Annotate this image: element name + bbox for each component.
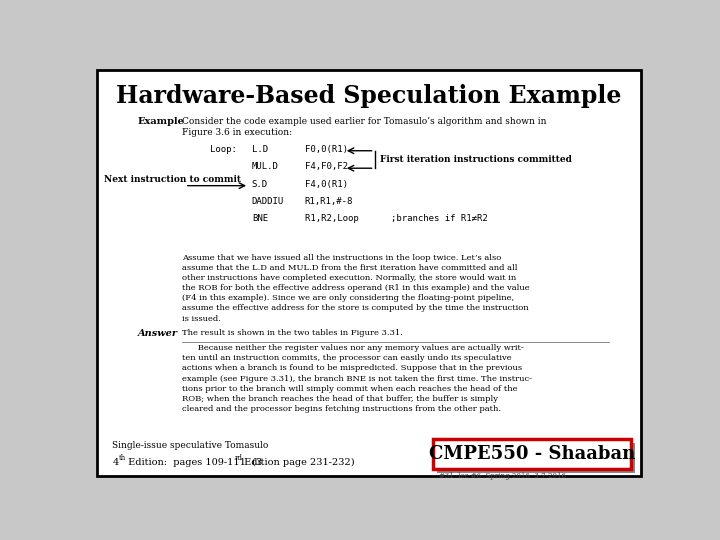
Text: Answer: Answer bbox=[138, 329, 177, 338]
Text: Example: Example bbox=[138, 117, 184, 126]
Text: S.D: S.D bbox=[252, 180, 268, 188]
Text: Loop:: Loop: bbox=[210, 145, 237, 154]
Text: Hardware-Based Speculation Example: Hardware-Based Speculation Example bbox=[117, 84, 621, 107]
Text: Edition page 231-232): Edition page 231-232) bbox=[240, 458, 354, 467]
Text: MUL.D: MUL.D bbox=[252, 162, 279, 171]
Text: First iteration instructions committed: First iteration instructions committed bbox=[380, 155, 572, 164]
Text: Assume that we have issued all the instructions in the loop twice. Let’s also
as: Assume that we have issued all the instr… bbox=[182, 254, 530, 322]
Text: CMPE550 - Shaaban: CMPE550 - Shaaban bbox=[429, 445, 635, 463]
Text: DADDIU: DADDIU bbox=[252, 197, 284, 206]
Text: F4,F0,F2: F4,F0,F2 bbox=[305, 162, 348, 171]
Text: F0,0(R1): F0,0(R1) bbox=[305, 145, 348, 154]
Text: th: th bbox=[119, 454, 126, 462]
Text: F4,0(R1): F4,0(R1) bbox=[305, 180, 348, 188]
FancyBboxPatch shape bbox=[437, 443, 635, 473]
Text: R1,R1,#-8: R1,R1,#-8 bbox=[305, 197, 354, 206]
FancyBboxPatch shape bbox=[433, 439, 631, 469]
Text: BNE: BNE bbox=[252, 214, 268, 224]
Text: Consider the code example used earlier for Tomasulo’s algorithm and shown in
Fig: Consider the code example used earlier f… bbox=[182, 117, 546, 137]
Text: Next instruction to commit: Next instruction to commit bbox=[104, 174, 241, 184]
Text: #31  lec #6  Spring 2016  3-7-2016: #31 lec #6 Spring 2016 3-7-2016 bbox=[438, 472, 566, 480]
Text: rd: rd bbox=[235, 454, 243, 462]
Text: Single-issue speculative Tomasulo: Single-issue speculative Tomasulo bbox=[112, 441, 269, 450]
Text: The result is shown in the two tables in Figure 3.31.: The result is shown in the two tables in… bbox=[182, 329, 403, 337]
FancyBboxPatch shape bbox=[96, 70, 642, 476]
Text: 4: 4 bbox=[112, 458, 119, 467]
Text: Because neither the register values nor any memory values are actually writ-
ten: Because neither the register values nor … bbox=[182, 344, 532, 413]
Text: Edition:  pages 109-111  (3: Edition: pages 109-111 (3 bbox=[125, 458, 262, 467]
Text: R1,R2,Loop      ;branches if R1≠R2: R1,R2,Loop ;branches if R1≠R2 bbox=[305, 214, 487, 224]
Text: L.D: L.D bbox=[252, 145, 268, 154]
